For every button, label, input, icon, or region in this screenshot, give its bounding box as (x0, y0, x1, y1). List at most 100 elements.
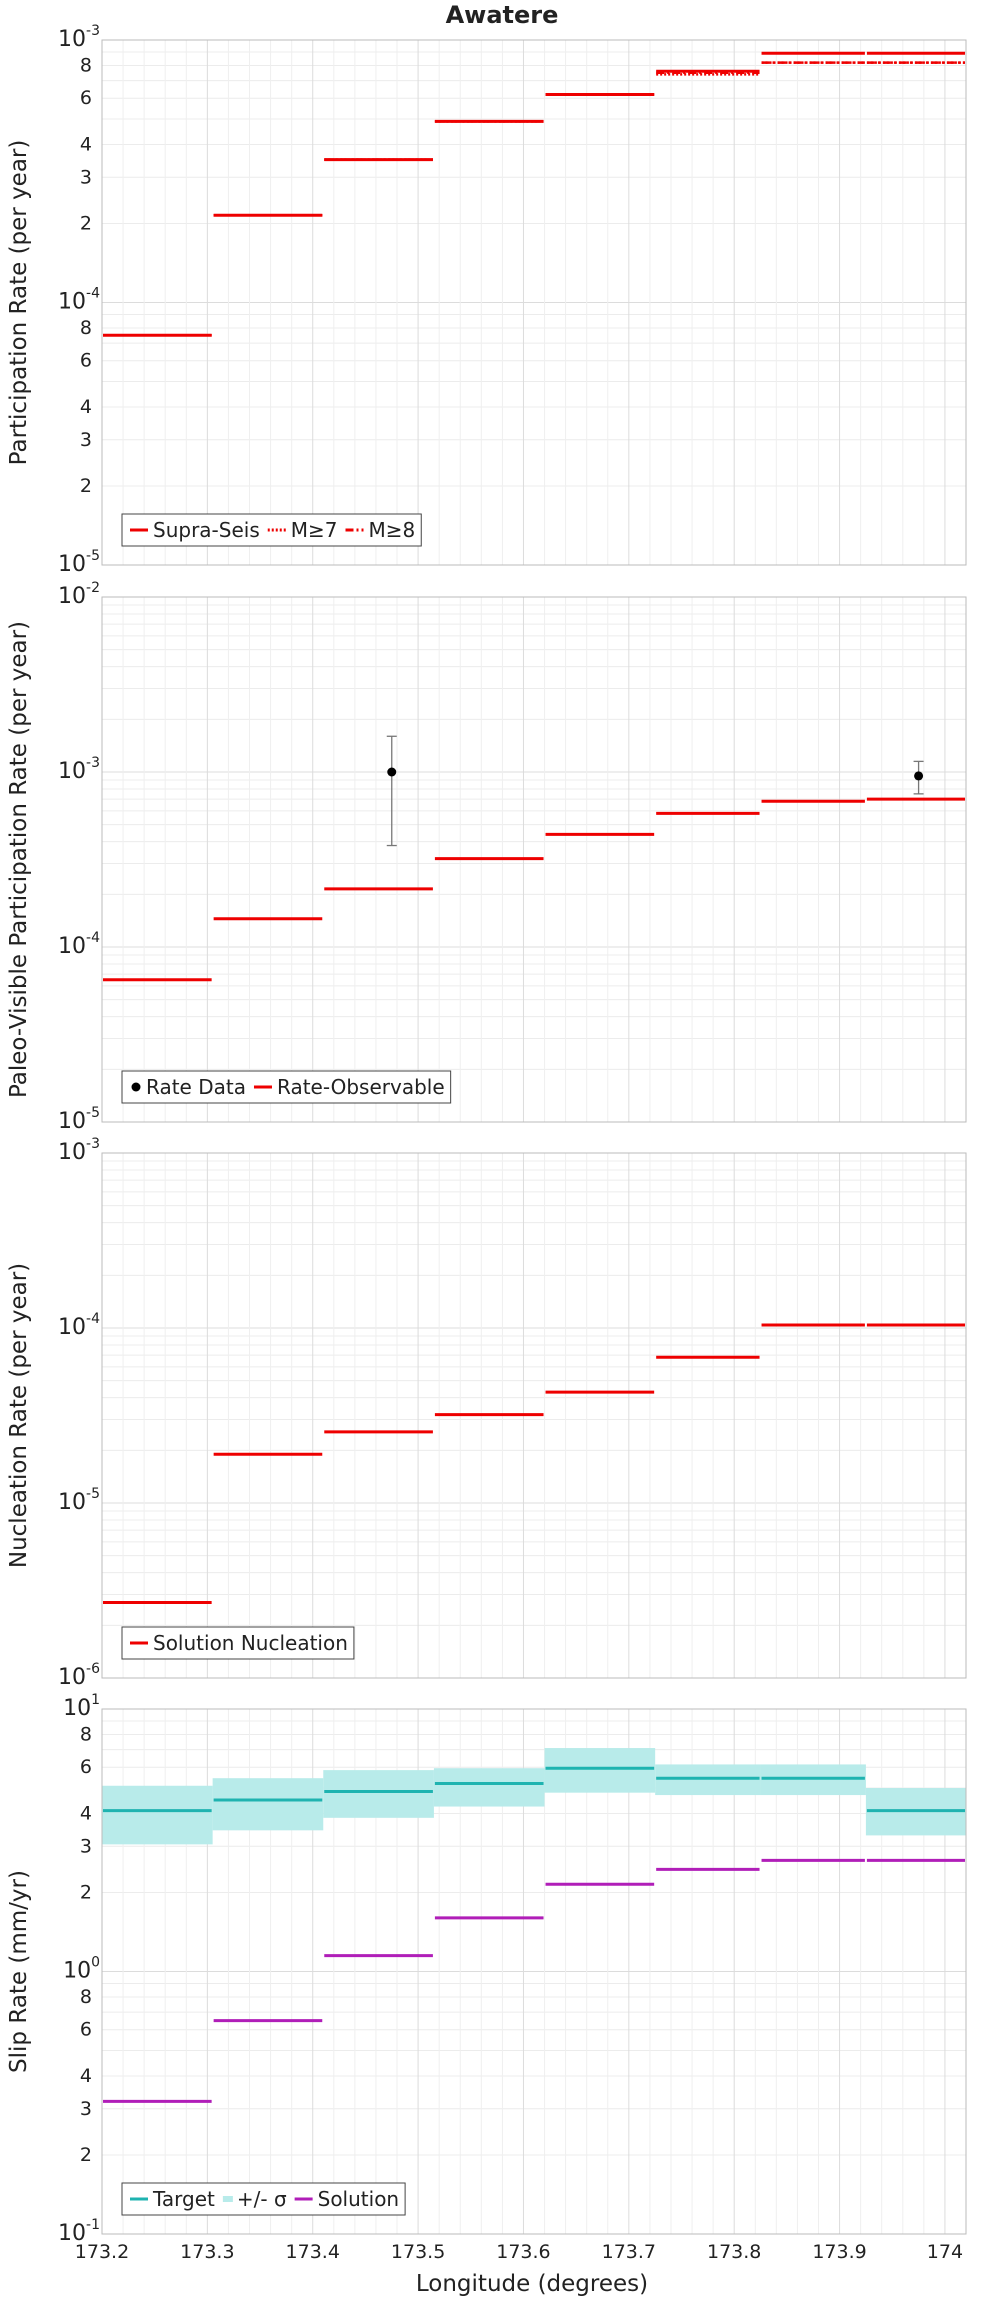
series-solution (103, 1858, 965, 2103)
y-tick-label: 3 (80, 1835, 92, 1857)
legend-box (121, 2182, 406, 2216)
y-tick-label: 4 (80, 2065, 92, 2087)
legend: Supra-Seis M≥7 M≥8 (121, 513, 422, 547)
legend-label: Solution (318, 2187, 399, 2211)
y-tick-label: 8 (80, 1986, 92, 2008)
y-tick-label: 10-2 (58, 580, 100, 609)
y-tick-label: 8 (80, 317, 92, 339)
rate-data-points (386, 735, 924, 847)
chart-panel-2: 10-5 10-4 10-3 10-2 Paleo-Visible Participat… (6, 580, 967, 1134)
y-tick-label: 3 (80, 429, 92, 451)
plot-frame (101, 1152, 967, 1679)
y-tick-labels: 10-6 10-5 10-4 10-3 (58, 1136, 100, 1690)
series-target (103, 1766, 965, 1813)
y-tick-label: 10-5 (58, 1105, 100, 1134)
y-tick-label: 100 (63, 1955, 100, 1984)
legend: Solution Nucleation (121, 1626, 355, 1660)
y-tick-label: 8 (80, 54, 92, 76)
x-tick-label: 173.7 (602, 2241, 656, 2263)
figure-title: Awatere (446, 1, 559, 29)
y-tick-label: 2 (80, 475, 92, 497)
y-tick-label: 6 (80, 2019, 92, 2041)
plot-frame (101, 1708, 967, 2235)
legend-label: M≥8 (369, 518, 416, 542)
series-m-8 (103, 61, 965, 337)
y-tick-label: 10-5 (58, 1486, 100, 1515)
sigma-band-segment (655, 1764, 761, 1796)
x-tick-label: 173.6 (496, 2241, 550, 2263)
data-point (914, 771, 924, 781)
plot-frame (101, 39, 967, 566)
y-tick-label: 2 (80, 1881, 92, 1903)
chart-panel-3: 10-6 10-5 10-4 10-3 Nucleation Rate (per yea… (6, 1136, 967, 1690)
grid (101, 40, 966, 566)
grid (101, 1153, 966, 1679)
y-tick-label: 10-3 (58, 755, 100, 784)
y-tick-label: 10-4 (58, 930, 100, 959)
legend-marker (131, 1082, 141, 1092)
y-tick-label: 10-1 (58, 2217, 100, 2246)
series-rate-observable (103, 797, 965, 982)
plot-frame (101, 596, 967, 1123)
sigma-band-segment (760, 1764, 866, 1796)
y-tick-label: 10-4 (58, 1311, 100, 1340)
y-tick-label: 3 (80, 2098, 92, 2120)
sigma-band-segment (433, 1768, 545, 1807)
legend-box (121, 1070, 452, 1104)
sigma-band-segment (212, 1778, 324, 1831)
grid (101, 597, 966, 1123)
y-tick-label: 6 (80, 87, 92, 109)
legend-label: M≥7 (291, 518, 338, 542)
legend: Target +/- σ Solution (121, 2182, 406, 2216)
y-tick-label: 2 (80, 2144, 92, 2166)
series-solution-nucleation (103, 1323, 965, 1605)
y-axis-label: Participation Rate (per year) (6, 140, 32, 466)
y-tick-label: 8 (80, 1723, 92, 1745)
legend-marker (222, 2196, 233, 2202)
x-tick-label: 173.4 (286, 2241, 340, 2263)
legend-label: Rate Data (146, 1075, 246, 1099)
y-axis-label: Slip Rate (mm/yr) (6, 1870, 32, 2073)
x-tick-label: 173.8 (707, 2241, 761, 2263)
legend-label: Target (152, 2187, 215, 2211)
sigma-band-segment (323, 1770, 434, 1818)
x-axis-label: Longitude (degrees) (416, 2271, 648, 2297)
legend-label: Rate-Observable (277, 1075, 445, 1099)
x-tick-label: 173.2 (75, 2241, 129, 2263)
x-tick-labels: 173.2 173.3 173.4 173.5 173.6 173.7 173.8 173.9… (75, 2241, 963, 2263)
y-tick-label: 4 (80, 133, 92, 155)
legend: Rate Data Rate-Observable (121, 1070, 452, 1104)
y-tick-label: 10-3 (58, 23, 100, 52)
data-point (387, 767, 397, 777)
legend-label: +/- σ (237, 2187, 287, 2211)
legend-box (121, 1626, 355, 1660)
y-tick-label: 3 (80, 166, 92, 188)
y-tick-labels: 10-5 10-4 10-3 10-2 (58, 580, 100, 1134)
y-tick-label: 4 (80, 1802, 92, 1824)
sigma-band-segment (102, 1785, 213, 1845)
y-axis-label: Nucleation Rate (per year) (6, 1263, 32, 1568)
legend-box (121, 513, 422, 547)
y-tick-label: 10-3 (58, 1136, 100, 1165)
y-tick-label: 10-6 (58, 1661, 100, 1690)
y-axis-label: Paleo-Visible Participation Rate (per ye… (6, 621, 32, 1098)
y-tick-label: 6 (80, 350, 92, 372)
sigma-band-segment (544, 1748, 656, 1793)
y-tick-label: 10-5 (58, 548, 100, 577)
y-tick-label: 10-4 (58, 286, 100, 315)
y-tick-label: 4 (80, 396, 92, 418)
x-tick-label: 173.5 (391, 2241, 445, 2263)
x-tick-label: 174 (927, 2241, 963, 2263)
y-tick-label: 2 (80, 212, 92, 234)
legend-label: Solution Nucleation (153, 1631, 348, 1655)
y-tick-label: 6 (80, 1756, 92, 1778)
y-tick-label: 101 (63, 1692, 100, 1721)
x-tick-label: 173.9 (812, 2241, 866, 2263)
legend-label: Supra-Seis (153, 518, 260, 542)
